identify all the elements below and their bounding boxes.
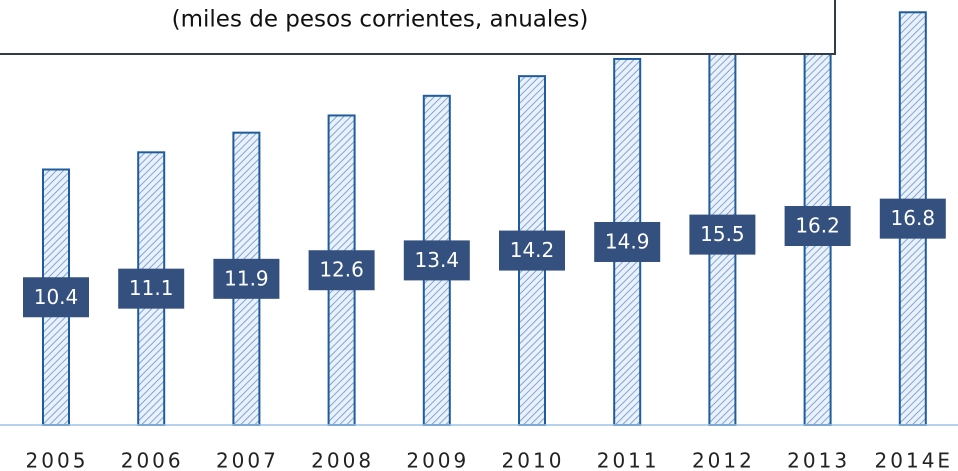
value-label: 10.4: [34, 285, 79, 309]
x-tick-label: 2005: [26, 449, 89, 471]
x-tick-label: 2008: [311, 449, 374, 471]
value-label-box: [594, 221, 661, 262]
value-label-box: [23, 277, 89, 318]
value-label: 12.6: [319, 258, 364, 282]
value-label: 14.9: [605, 229, 650, 253]
x-tick-label: 2011: [597, 449, 660, 471]
x-tick-label: 2009: [406, 449, 469, 471]
x-tick-label: 2012: [692, 449, 755, 471]
x-tick-label: 2007: [216, 449, 279, 471]
value-label-box: [308, 250, 375, 291]
chart-title: (miles de pesos corrientes, anuales): [172, 7, 589, 33]
value-label: 16.8: [891, 206, 936, 230]
x-tick-label: 2014E: [875, 449, 954, 471]
value-label: 16.2: [795, 214, 840, 238]
value-label-box: [689, 214, 756, 255]
value-label-box: [213, 258, 280, 299]
value-label-box: [118, 268, 185, 309]
value-label-box: [879, 198, 946, 239]
value-label: 15.5: [700, 222, 745, 246]
x-tick-label: 2010: [502, 449, 565, 471]
x-tick-label: 2013: [787, 449, 850, 471]
value-label: 11.9: [224, 266, 269, 290]
x-tick-label: 2006: [121, 449, 184, 471]
value-label: 11.1: [129, 276, 174, 300]
title-box: [0, 0, 836, 55]
value-label: 13.4: [415, 248, 460, 272]
value-label-box: [499, 230, 565, 271]
value-label-box: [784, 206, 851, 247]
value-label-box: [403, 240, 470, 281]
value-label: 14.2: [510, 238, 555, 262]
